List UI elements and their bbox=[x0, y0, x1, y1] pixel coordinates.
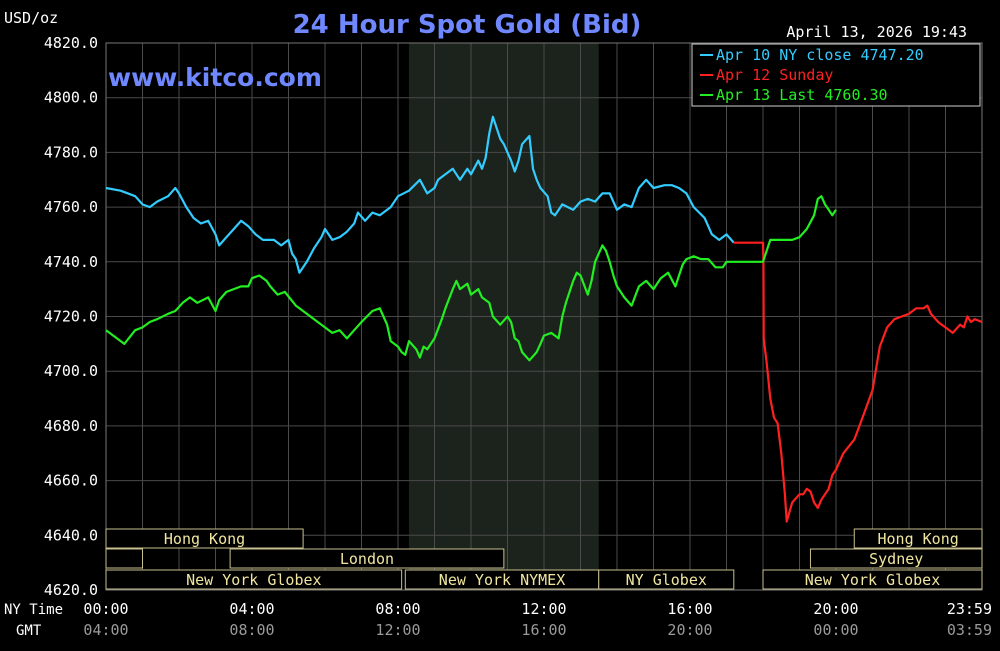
y-tick-label: 4820.0 bbox=[44, 34, 98, 52]
session-bar: New York Globex bbox=[105, 569, 403, 590]
series-line bbox=[105, 115, 735, 274]
session-label: London bbox=[340, 550, 394, 568]
legend-entry: Apr 12 Sunday bbox=[716, 66, 833, 84]
x-tick-label-ny: 04:00 bbox=[229, 600, 274, 618]
y-tick-label: 4680.0 bbox=[44, 417, 98, 435]
y-tick-label: 4640.0 bbox=[44, 526, 98, 544]
y-tick-label: 4800.0 bbox=[44, 89, 98, 107]
timestamp: April 13, 2026 19:43 bbox=[786, 23, 967, 41]
session-box bbox=[105, 548, 143, 569]
y-tick-label: 4660.0 bbox=[44, 472, 98, 490]
session-box bbox=[105, 528, 304, 549]
session-box bbox=[809, 548, 983, 569]
session-box bbox=[105, 569, 403, 590]
session-bar: Sydney bbox=[809, 548, 983, 569]
x-tick-label-gmt: 00:00 bbox=[813, 621, 858, 639]
y-tick-label: 4760.0 bbox=[44, 198, 98, 216]
session-label: NY Globex bbox=[626, 571, 707, 589]
plot-border bbox=[105, 42, 983, 591]
legend-entry: Apr 10 NY close 4747.20 bbox=[716, 46, 924, 64]
x-tick-label-gmt: 20:00 bbox=[667, 621, 712, 639]
session-label: Sydney bbox=[869, 550, 923, 568]
y-tick-label: 4720.0 bbox=[44, 308, 98, 326]
x-tick-label-ny: 08:00 bbox=[375, 600, 420, 618]
gmt-label: GMT bbox=[16, 623, 42, 639]
session-box bbox=[853, 528, 983, 549]
x-tick-label-gmt: 04:00 bbox=[83, 621, 128, 639]
chart-title: 24 Hour Spot Gold (Bid) bbox=[293, 10, 642, 40]
session-label: New York NYMEX bbox=[439, 571, 565, 589]
series-line bbox=[105, 195, 837, 362]
legend-entry: Apr 13 Last 4760.30 bbox=[716, 86, 888, 104]
legend-box bbox=[691, 43, 981, 107]
y-axis: 4620.0 4640.0 4660.0 4680.0 4700.0 4720.0 4740… bbox=[44, 34, 98, 599]
x-tick-label-ny: 23:59 bbox=[947, 600, 992, 618]
ny-time-label: NY Time bbox=[4, 602, 63, 618]
session-label: New York Globex bbox=[805, 571, 940, 589]
session-box bbox=[229, 548, 505, 569]
session-bar: New York NYMEX bbox=[404, 569, 600, 590]
x-tick-label-gmt: 03:59 bbox=[947, 621, 992, 639]
session-bar: London bbox=[229, 548, 505, 569]
session-label: New York Globex bbox=[186, 571, 321, 589]
session-bar: Hong Kong bbox=[105, 528, 304, 549]
session-bar bbox=[105, 548, 143, 569]
y-tick-label: 4780.0 bbox=[44, 143, 98, 161]
series-line bbox=[733, 241, 983, 523]
x-tick-label-ny: 16:00 bbox=[667, 600, 712, 618]
legend: Apr 10 NY close 4747.20 Apr 12 Sunday Apr … bbox=[691, 43, 981, 107]
x-tick-label-ny: 20:00 bbox=[813, 600, 858, 618]
x-tick-label-ny: 00:00 bbox=[83, 600, 128, 618]
session-label: Hong Kong bbox=[877, 530, 958, 548]
x-tick-label-ny: 12:00 bbox=[521, 600, 566, 618]
session-bar: NY Globex bbox=[598, 569, 735, 590]
y-axis-label: USD/oz bbox=[4, 9, 58, 27]
x-tick-label-gmt: 12:00 bbox=[375, 621, 420, 639]
session-box bbox=[598, 569, 735, 590]
trading-sessions: Hong Kong London New York Globex New York N… bbox=[105, 528, 983, 590]
grid-lines bbox=[105, 42, 983, 591]
session-bar: New York Globex bbox=[762, 569, 983, 590]
x-axis: NY Time GMT 00:00 04:00 04:00 08:00 08:00 12:00… bbox=[4, 600, 992, 639]
session-label: Hong Kong bbox=[164, 530, 245, 548]
y-tick-label: 4740.0 bbox=[44, 253, 98, 271]
price-series bbox=[105, 115, 983, 523]
x-tick-label-gmt: 16:00 bbox=[521, 621, 566, 639]
x-tick-label-gmt: 08:00 bbox=[229, 621, 274, 639]
y-tick-label: 4620.0 bbox=[44, 581, 98, 599]
y-tick-label: 4700.0 bbox=[44, 362, 98, 380]
watermark: www.kitco.com bbox=[108, 63, 322, 92]
session-bar: Hong Kong bbox=[853, 528, 983, 549]
session-box bbox=[762, 569, 983, 590]
